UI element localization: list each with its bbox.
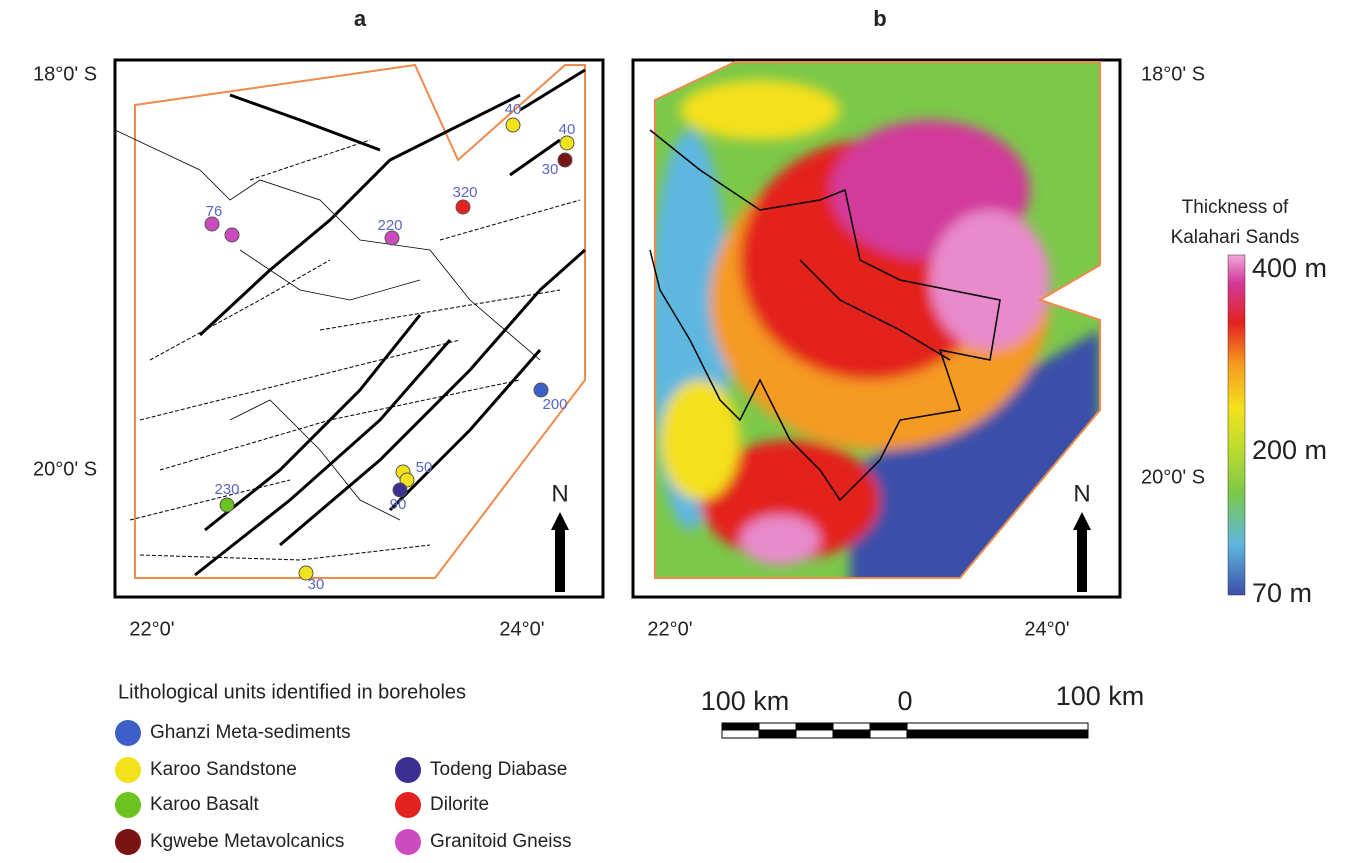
legend-label: Dilorite — [430, 794, 489, 815]
borehole — [220, 498, 234, 512]
latitude-label: 18°0' S — [1141, 63, 1205, 85]
legend-label: Todeng Diabase — [430, 759, 567, 780]
legend-label: Ghanzi Meta-sediments — [150, 722, 351, 743]
scale-label: 100 km — [701, 686, 790, 716]
borehole — [534, 383, 548, 397]
borehole — [225, 228, 239, 242]
borehole — [558, 153, 572, 167]
longitude-label: 22°0' — [129, 618, 174, 640]
legend-label: Karoo Basalt — [150, 794, 260, 815]
longitude-label: 24°0' — [1024, 618, 1069, 640]
legend-swatch — [115, 720, 141, 746]
north-label: N — [1073, 480, 1090, 507]
borehole-depth-label: 200 — [542, 396, 567, 413]
longitude-label: 22°0' — [647, 618, 692, 640]
latitude-label: 20°0' S — [33, 458, 97, 480]
scale-label: 0 — [897, 686, 912, 716]
borehole-depth-label: 30 — [308, 576, 325, 593]
legend-swatch — [395, 829, 421, 855]
panel-a-map — [115, 60, 603, 597]
legend-swatch — [115, 829, 141, 855]
legend-label: Karoo Sandstone — [150, 759, 297, 780]
borehole-depth-label: 40 — [505, 101, 522, 118]
latitude-label: 18°0' S — [33, 63, 97, 85]
borehole-depth-label: 40 — [559, 121, 576, 138]
colorbar — [1228, 255, 1245, 595]
borehole-depth-label: 50 — [416, 459, 433, 476]
legend-swatch — [115, 792, 141, 818]
borehole — [456, 200, 470, 214]
borehole-depth-label: 230 — [214, 481, 239, 498]
colorbar-label: 200 m — [1252, 435, 1327, 465]
borehole — [560, 136, 574, 150]
borehole — [393, 483, 407, 497]
legend-swatch — [395, 792, 421, 818]
borehole — [506, 118, 520, 132]
borehole-depth-label: 30 — [542, 161, 559, 178]
legend-swatch — [115, 757, 141, 783]
scale-bar — [722, 723, 1088, 738]
panel-b-map — [633, 60, 1120, 600]
colorbar-label: 400 m — [1252, 253, 1327, 283]
borehole-depth-label: 76 — [206, 203, 223, 220]
legend-label: Kgwebe Metavolcanics — [150, 831, 344, 852]
colorbar-title: Thickness of — [1182, 197, 1289, 218]
colorbar-label: 70 m — [1252, 578, 1312, 608]
borehole-depth-label: 320 — [452, 184, 477, 201]
latitude-label: 20°0' S — [1141, 466, 1205, 488]
panel-label: b — [873, 6, 886, 31]
longitude-label: 24°0' — [499, 618, 544, 640]
borehole-depth-label: 90 — [390, 496, 407, 513]
scale-label: 100 km — [1056, 681, 1145, 711]
borehole-depth-label: 220 — [377, 217, 402, 234]
panel-label: a — [354, 6, 367, 31]
legend-swatch — [395, 757, 421, 783]
figure: a 18°0' S 20°0' S 22°0' 24°0' b 18°0' S 20°0' S… — [0, 0, 1359, 858]
legend-label: Granitoid Gneiss — [430, 831, 572, 852]
colorbar-title: Kalahari Sands — [1171, 227, 1300, 248]
north-label: N — [551, 480, 568, 507]
legend-title: Lithological units identified in borehol… — [118, 681, 466, 703]
